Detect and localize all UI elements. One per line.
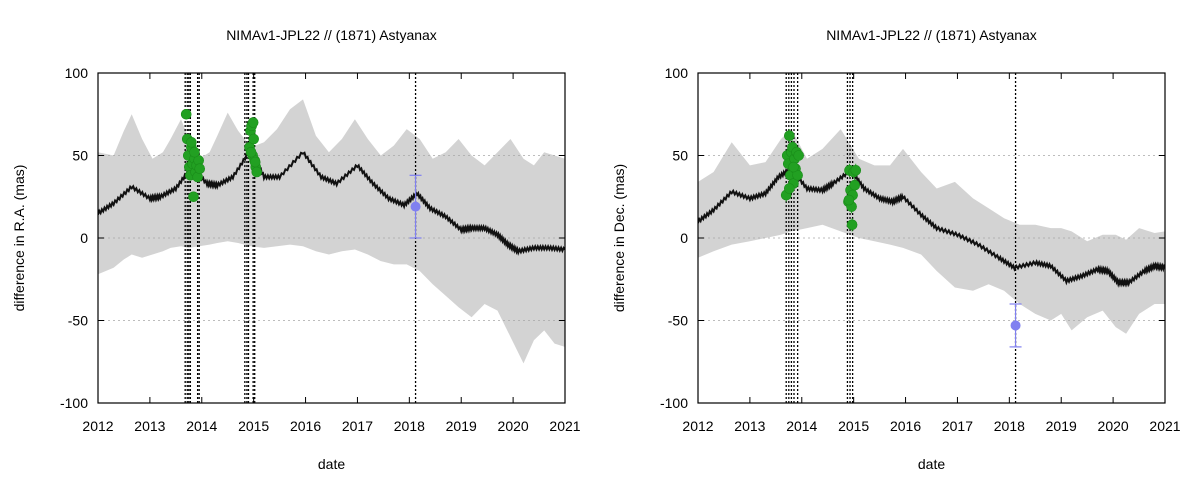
y-tick-label: -50 [668, 313, 688, 329]
observation-point [245, 146, 257, 158]
observation-point [788, 161, 799, 173]
x-tick-label: 2016 [290, 418, 321, 434]
x-tick-label: 2018 [994, 418, 1025, 434]
dec-difference-chart: NIMAv1-JPL22 // (1871) Astyanax differenc… [611, 27, 1181, 472]
x-tick-label: 2019 [1046, 418, 1077, 434]
observation-point [850, 165, 862, 176]
observation-point [849, 179, 861, 191]
x-tick-label: 2015 [838, 418, 869, 434]
observation-point [784, 183, 795, 194]
y-tick-label: 100 [665, 65, 689, 81]
observation-point [186, 137, 197, 148]
model-line [698, 165, 1165, 288]
observation-point [249, 156, 261, 168]
y-tick-label: 0 [80, 230, 88, 246]
chart-title: NIMAv1-JPL22 // (1871) Astyanax [226, 27, 437, 43]
x-tick-label: 2015 [238, 418, 269, 434]
observation-point [251, 166, 263, 178]
y-tick-label: -100 [660, 395, 688, 411]
observation-point [843, 194, 855, 206]
ra-difference-chart: NIMAv1-JPL22 // (1871) Astyanax differenc… [11, 27, 581, 472]
y-tick-label: 0 [680, 230, 688, 246]
y-axis-label: difference in Dec. (mas) [611, 164, 627, 312]
observation-point [188, 191, 199, 203]
y-tick-label: -50 [68, 313, 88, 329]
y-tick-label: 100 [65, 65, 89, 81]
observation-point [194, 163, 206, 174]
x-tick-label: 2021 [549, 418, 580, 434]
y-axis-label: difference in R.A. (mas) [11, 165, 27, 312]
x-axis-label: date [918, 456, 945, 472]
x-tick-label: 2012 [682, 418, 713, 434]
x-tick-label: 2019 [446, 418, 477, 434]
x-tick-label: 2012 [82, 418, 113, 434]
x-tick-label: 2013 [134, 418, 165, 434]
highlight-point [1010, 320, 1021, 331]
y-tick-label: -100 [60, 395, 88, 411]
x-axis-label: date [318, 456, 345, 472]
y-tick-label: 50 [72, 148, 88, 164]
x-tick-label: 2013 [734, 418, 765, 434]
observation-point [180, 108, 192, 120]
observation-point [784, 130, 795, 141]
uncertainty-band [98, 99, 565, 364]
chart-title: NIMAv1-JPL22 // (1871) Astyanax [826, 27, 1037, 43]
plot-area [98, 73, 565, 403]
observation-point [189, 146, 200, 158]
x-tick-label: 2020 [1098, 418, 1129, 434]
x-tick-label: 2021 [1149, 418, 1180, 434]
x-tick-label: 2014 [786, 418, 817, 434]
x-tick-label: 2016 [890, 418, 921, 434]
x-tick-label: 2017 [942, 418, 973, 434]
plot-area [698, 73, 1165, 403]
observation-point [846, 219, 858, 231]
observation-point [793, 150, 804, 161]
highlight-point [410, 201, 421, 212]
y-tick-label: 50 [672, 148, 688, 164]
x-tick-label: 2014 [186, 418, 217, 434]
model-line [98, 148, 565, 256]
observation-point [247, 117, 259, 128]
x-tick-label: 2017 [342, 418, 373, 434]
x-tick-label: 2018 [394, 418, 425, 434]
observation-point [248, 133, 259, 145]
uncertainty-band [698, 129, 1165, 334]
x-tick-label: 2020 [498, 418, 529, 434]
